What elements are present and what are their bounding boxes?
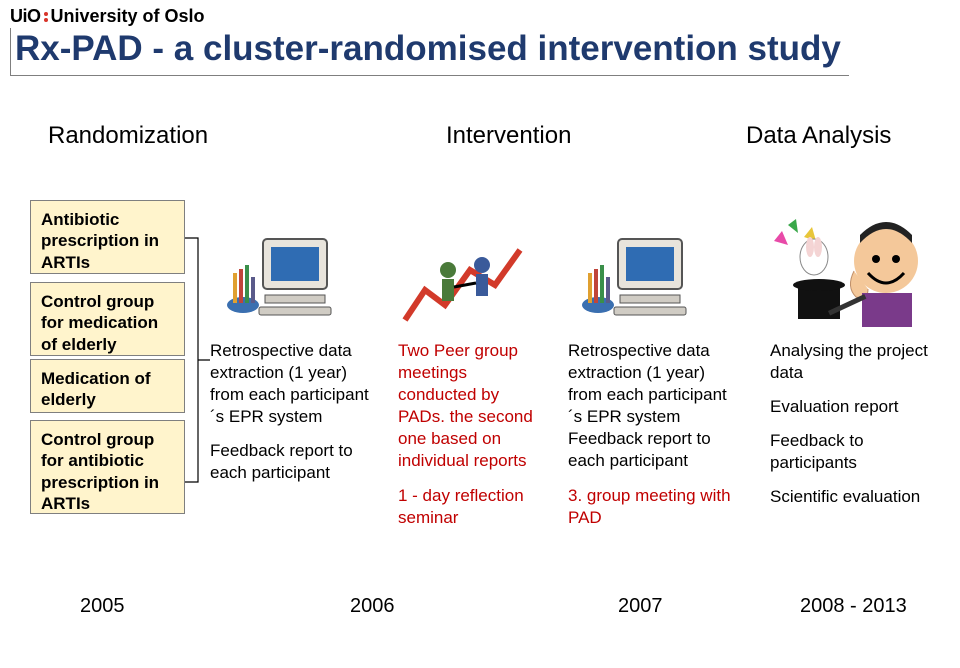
analysis-b: Evaluation report xyxy=(770,396,930,418)
col-retrospective-2: Retrospective data extraction (1 year) f… xyxy=(568,340,738,529)
analysis-c: Feedback to participants xyxy=(770,430,930,474)
computer-icon-2 xyxy=(580,235,695,340)
col-retrospective-1: Retrospective data extraction (1 year) f… xyxy=(210,340,370,485)
computer-icon xyxy=(225,235,340,340)
retro1-feedback: Feedback report to each participant xyxy=(210,440,370,484)
peer-main: Two Peer group meetings conducted by PAD… xyxy=(398,340,548,473)
year-2005: 2005 xyxy=(80,595,125,618)
analysis-d: Scientific evaluation xyxy=(770,486,930,508)
retro1-main: Retrospective data extraction (1 year) f… xyxy=(210,340,370,428)
analysis-a: Analysing the project data xyxy=(770,340,930,384)
year-2008-2013: 2008 - 2013 xyxy=(800,595,907,618)
retro2-main: Retrospective data extraction (1 year) f… xyxy=(568,340,738,473)
peer-reflection: 1 - day reflection seminar xyxy=(398,485,548,529)
col-analysis: Analysing the project data Evaluation re… xyxy=(770,340,930,521)
handshake-chart-icon xyxy=(400,235,530,340)
year-2007: 2007 xyxy=(618,595,663,618)
year-2006: 2006 xyxy=(350,595,395,618)
magician-icon xyxy=(768,215,933,340)
retro2-group-meeting: 3. group meeting with PAD xyxy=(568,485,738,529)
col-peer-meetings: Two Peer group meetings conducted by PAD… xyxy=(398,340,548,529)
